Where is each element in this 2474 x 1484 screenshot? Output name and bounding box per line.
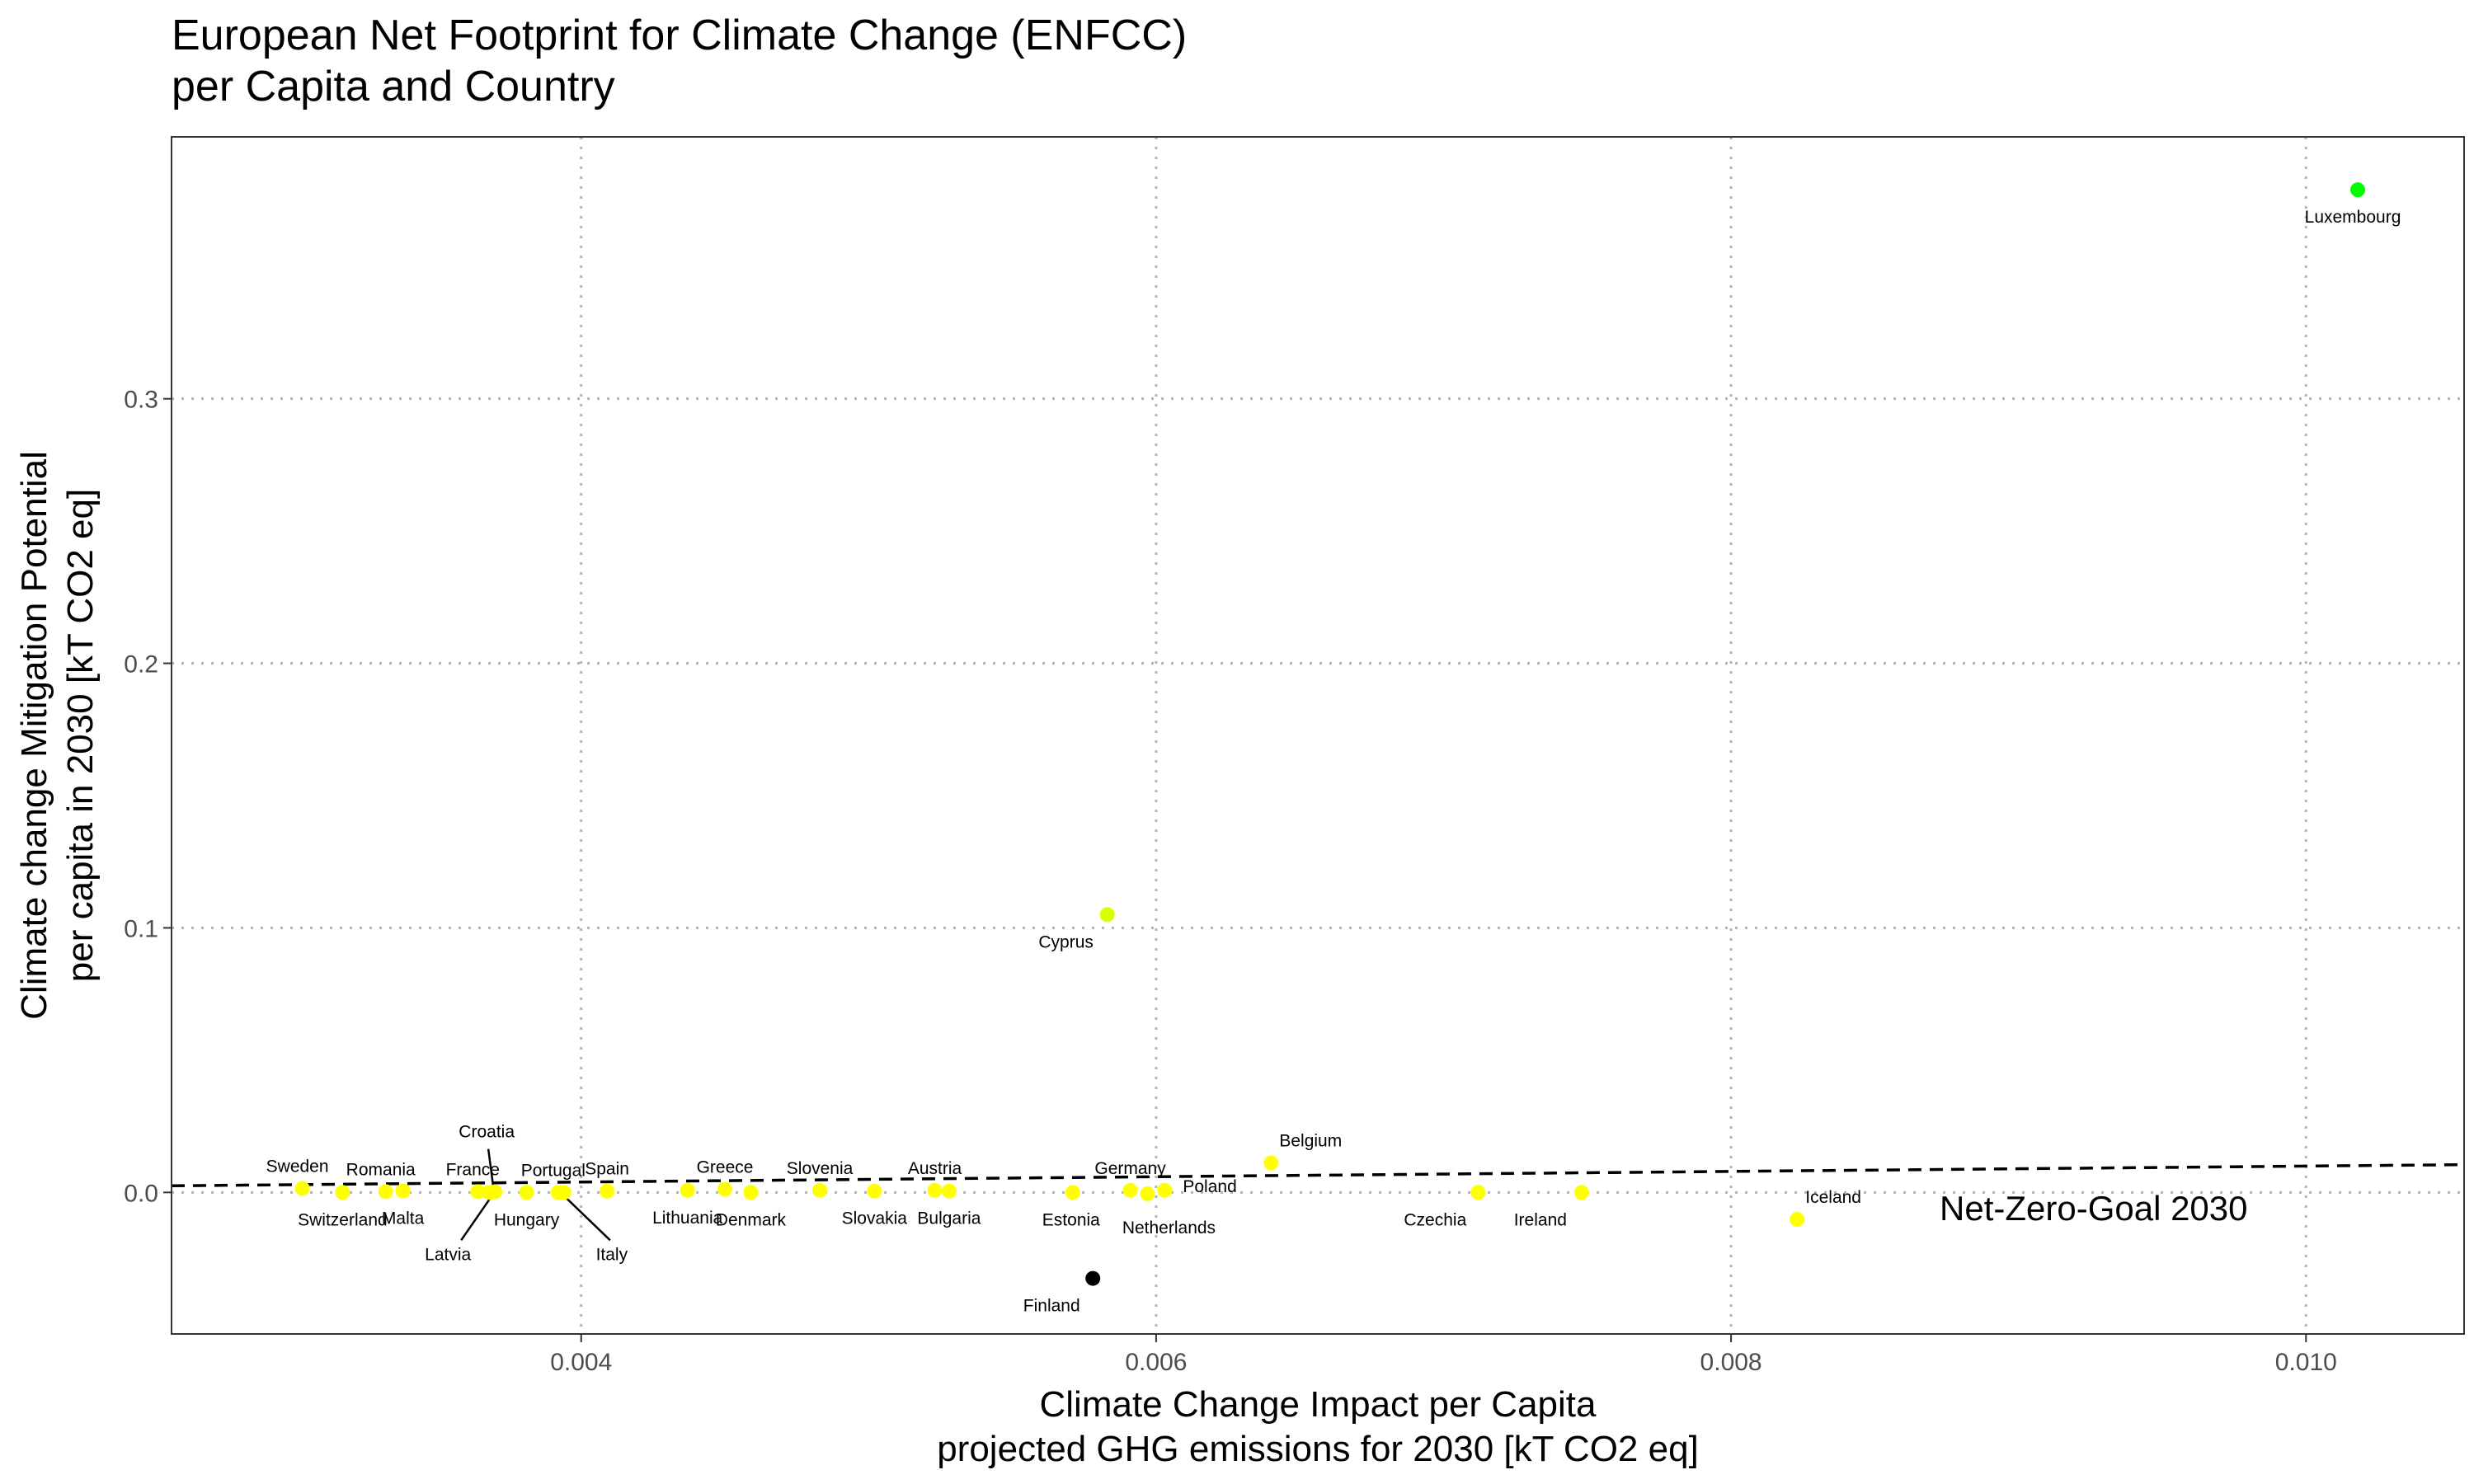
y-axis-label-line-2: per capita in 2030 [kT CO2 eq] <box>60 489 101 982</box>
x-axis-label-line-1: Climate Change Impact per Capita <box>1040 1384 1597 1425</box>
point-label-belgium: Belgium <box>1279 1131 1342 1150</box>
x-axis-label-line-2: projected GHG emissions for 2030 [kT CO2… <box>937 1429 1699 1469</box>
y-tick-label: 0.3 <box>124 387 158 414</box>
point-hungary <box>519 1185 534 1200</box>
point-greece <box>717 1181 733 1197</box>
point-romania <box>378 1184 393 1200</box>
point-switzerland <box>335 1185 350 1200</box>
x-tick-label: 0.008 <box>1700 1349 1762 1376</box>
point-label-malta: Malta <box>382 1209 425 1228</box>
points-layer <box>294 182 2366 1286</box>
chart-title-line-1: European Net Footprint for Climate Chang… <box>172 12 1188 59</box>
label-connector <box>487 1148 495 1187</box>
point-labels-layer: Sweden Switzerland Romania Malta France Latvi… <box>266 208 2401 1315</box>
point-estonia <box>1065 1185 1080 1200</box>
chart-title-line-2: per Capita and Country <box>172 63 615 110</box>
label-connector-layer <box>460 1148 611 1242</box>
point-label-slovenia: Slovenia <box>787 1159 854 1178</box>
point-label-luxembourg: Luxembourg <box>2305 208 2401 227</box>
point-label-germany: Germany <box>1094 1159 1166 1178</box>
point-label-greece: Greece <box>697 1158 754 1176</box>
point-label-iceland: Iceland <box>1805 1188 1861 1207</box>
reference-line-layer: Net-Zero-Goal 2030 <box>171 1162 2465 1228</box>
point-czechia <box>1470 1185 1486 1200</box>
point-austria <box>927 1182 943 1198</box>
point-label-lithuania: Lithuania <box>652 1209 723 1228</box>
point-label-spain: Spain <box>585 1160 629 1179</box>
point-italy <box>556 1185 571 1200</box>
point-label-estonia: Estonia <box>1042 1210 1100 1229</box>
point-croatia <box>487 1184 503 1200</box>
label-connector <box>460 1196 492 1242</box>
point-label-ireland: Ireland <box>1514 1210 1567 1229</box>
point-label-netherlands: Netherlands <box>1122 1219 1216 1237</box>
plot-panel-border <box>171 136 2465 1335</box>
point-finland <box>1085 1270 1101 1286</box>
point-label-italy: Italy <box>596 1245 628 1264</box>
point-label-denmark: Denmark <box>716 1210 787 1229</box>
point-iceland <box>1790 1212 1805 1228</box>
grid-layer <box>172 137 2464 1334</box>
point-label-cyprus: Cyprus <box>1038 932 1094 951</box>
point-cyprus <box>1099 907 1115 923</box>
point-label-france: France <box>446 1160 500 1179</box>
point-belgium <box>1263 1155 1279 1171</box>
point-label-hungary: Hungary <box>494 1210 560 1229</box>
point-ireland <box>1573 1185 1589 1200</box>
point-malta <box>395 1183 411 1199</box>
point-germany <box>1122 1182 1138 1198</box>
point-france <box>470 1184 486 1200</box>
point-label-poland: Poland <box>1183 1177 1236 1196</box>
point-poland <box>1157 1182 1173 1198</box>
x-tick-label: 0.004 <box>550 1349 612 1376</box>
point-bulgaria <box>941 1183 957 1199</box>
point-label-latvia: Latvia <box>425 1245 471 1264</box>
point-label-sweden: Sweden <box>266 1158 329 1176</box>
point-label-switzerland: Switzerland <box>298 1210 388 1229</box>
y-tick-label: 0.2 <box>124 651 158 679</box>
point-label-finland: Finland <box>1023 1297 1080 1316</box>
point-netherlands <box>1140 1186 1155 1201</box>
point-slovenia <box>812 1182 828 1198</box>
x-tick-label: 0.010 <box>2275 1349 2337 1376</box>
point-label-romania: Romania <box>346 1160 416 1179</box>
point-denmark <box>743 1185 759 1200</box>
point-label-bulgaria: Bulgaria <box>917 1209 981 1228</box>
net-zero-line <box>171 1162 2465 1188</box>
point-label-portugal: Portugal <box>521 1161 586 1180</box>
point-slovakia <box>867 1183 882 1199</box>
point-luxembourg <box>2350 182 2366 198</box>
net-zero-label: Net-Zero-Goal 2030 <box>1940 1189 2248 1228</box>
y-tick-label: 0.0 <box>124 1180 158 1207</box>
point-spain <box>600 1183 615 1199</box>
point-label-croatia: Croatia <box>459 1123 515 1142</box>
point-label-slovakia: Slovakia <box>842 1209 908 1228</box>
axis-layer: 0.004 0.006 0.008 0.010 0.0 0.1 0.2 0.3 <box>124 387 2337 1376</box>
chart-title: European Net Footprint for Climate Chang… <box>172 10 1187 112</box>
label-connector <box>564 1196 611 1242</box>
x-tick-label: 0.006 <box>1125 1349 1187 1376</box>
point-sweden <box>294 1181 310 1196</box>
y-tick-label: 0.1 <box>124 915 158 942</box>
y-axis-label-line-1: Climate change Mitigation Potential <box>14 451 54 1020</box>
point-label-czechia: Czechia <box>1404 1210 1466 1229</box>
point-lithuania <box>680 1182 695 1198</box>
point-label-austria: Austria <box>908 1159 962 1178</box>
